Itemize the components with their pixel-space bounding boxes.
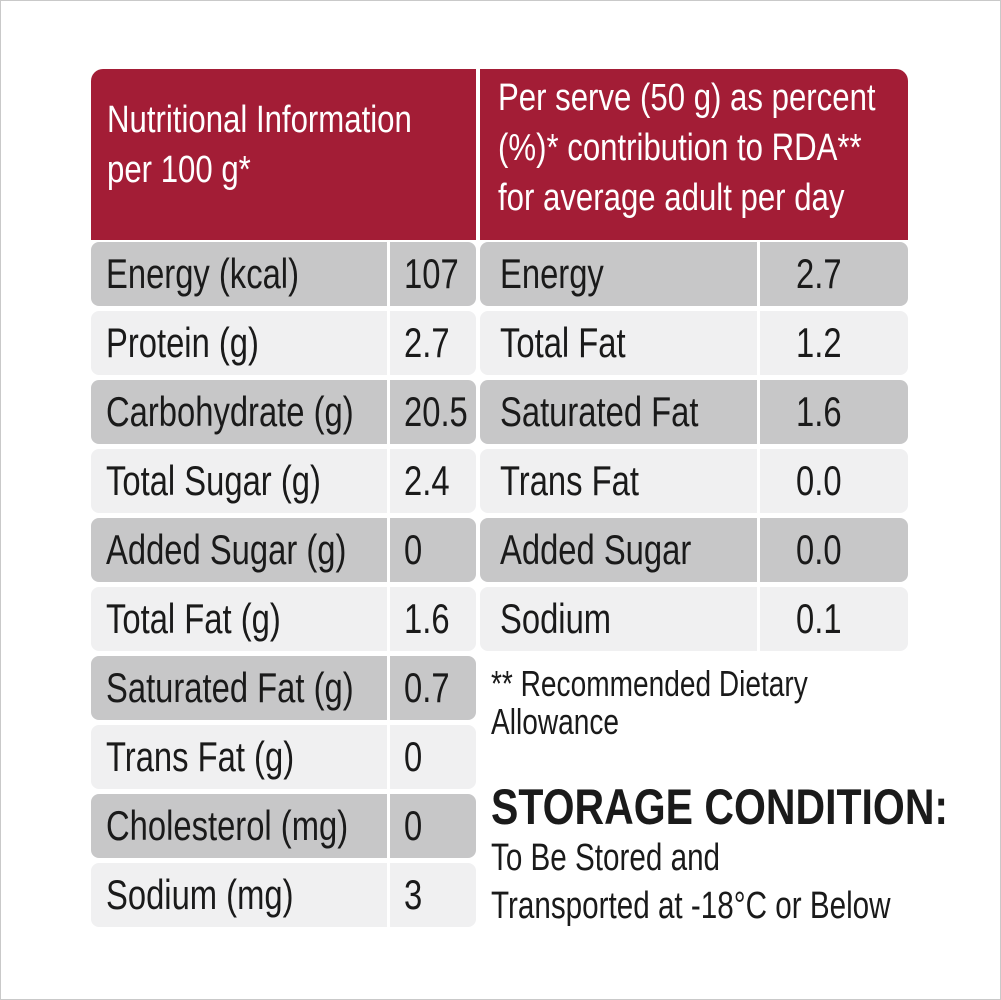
column-separator <box>387 242 390 306</box>
table-row: Added Sugar 0.0 <box>480 518 908 582</box>
row-label: Sodium (mg) <box>106 871 294 918</box>
storage-condition-title: STORAGE CONDITION: <box>491 779 949 835</box>
column-separator <box>387 380 390 444</box>
row-label: Sodium <box>500 595 612 642</box>
column-separator <box>387 725 390 789</box>
table-row: Cholesterol (mg) 0 <box>91 794 476 858</box>
row-label: Cholesterol (mg) <box>106 802 349 849</box>
row-value: 20.5 <box>404 388 468 435</box>
row-label: Saturated Fat <box>500 388 699 435</box>
table-row: Sodium (mg) 3 <box>91 863 476 927</box>
column-separator <box>387 311 390 375</box>
row-label: Energy (kcal) <box>106 250 299 297</box>
table-row: Total Sugar (g) 2.4 <box>91 449 476 513</box>
row-value: 0 <box>404 733 423 780</box>
table-row: Protein (g) 2.7 <box>91 311 476 375</box>
column-separator <box>757 518 760 582</box>
row-label: Energy <box>500 250 604 297</box>
table-row: Total Fat (g) 1.6 <box>91 587 476 651</box>
table-row: Total Fat 1.2 <box>480 311 908 375</box>
header-left-text: Nutritional Information per 100 g* <box>107 99 412 191</box>
header-divider <box>476 69 480 240</box>
header-rda: Per serve (50 g) as percent (%)* contrib… <box>480 69 908 240</box>
header-right-text: Per serve (50 g) as percent (%)* contrib… <box>498 77 876 219</box>
row-label: Total Fat (g) <box>106 595 281 642</box>
table-row: Energy (kcal) 107 <box>91 242 476 306</box>
row-label: Protein (g) <box>106 319 259 366</box>
row-value: 3 <box>404 871 423 918</box>
table-row: Saturated Fat (g) 0.7 <box>91 656 476 720</box>
row-value: 2.7 <box>404 319 450 366</box>
rda-footnote: ** Recommended Dietary Allowance <box>491 663 808 742</box>
table-row: Added Sugar (g) 0 <box>91 518 476 582</box>
table-row: Saturated Fat 1.6 <box>480 380 908 444</box>
column-separator <box>387 794 390 858</box>
column-separator <box>387 449 390 513</box>
row-label: Added Sugar <box>500 526 692 573</box>
table-row: Carbohydrate (g) 20.5 <box>91 380 476 444</box>
row-label: Added Sugar (g) <box>106 526 347 573</box>
row-value: 107 <box>404 250 459 297</box>
table-row: Trans Fat 0.0 <box>480 449 908 513</box>
table-row: Trans Fat (g) 0 <box>91 725 476 789</box>
row-value: 0 <box>404 802 423 849</box>
row-value: 2.7 <box>796 250 842 297</box>
header-nutritional-info: Nutritional Information per 100 g* <box>91 69 476 240</box>
row-value: 0.1 <box>796 595 842 642</box>
storage-condition-text: To Be Stored and Transported at -18°C or… <box>491 837 891 927</box>
table-row: Energy 2.7 <box>480 242 908 306</box>
row-value: 0.0 <box>796 457 842 504</box>
column-separator <box>757 449 760 513</box>
row-label: Total Sugar (g) <box>106 457 321 504</box>
column-separator <box>757 242 760 306</box>
column-separator <box>757 311 760 375</box>
column-separator <box>757 380 760 444</box>
column-separator <box>757 587 760 651</box>
row-value: 0.0 <box>796 526 842 573</box>
row-value: 0 <box>404 526 423 573</box>
row-value: 1.6 <box>796 388 842 435</box>
row-label: Carbohydrate (g) <box>106 388 354 435</box>
column-separator <box>387 518 390 582</box>
row-value: 1.2 <box>796 319 842 366</box>
row-label: Trans Fat (g) <box>106 733 295 780</box>
table-row: Sodium 0.1 <box>480 587 908 651</box>
column-separator <box>387 863 390 927</box>
row-label: Saturated Fat (g) <box>106 664 354 711</box>
row-value: 0.7 <box>404 664 450 711</box>
column-separator <box>387 587 390 651</box>
row-label: Trans Fat <box>500 457 639 504</box>
row-value: 2.4 <box>404 457 450 504</box>
row-label: Total Fat <box>500 319 626 366</box>
row-value: 1.6 <box>404 595 450 642</box>
column-separator <box>387 656 390 720</box>
